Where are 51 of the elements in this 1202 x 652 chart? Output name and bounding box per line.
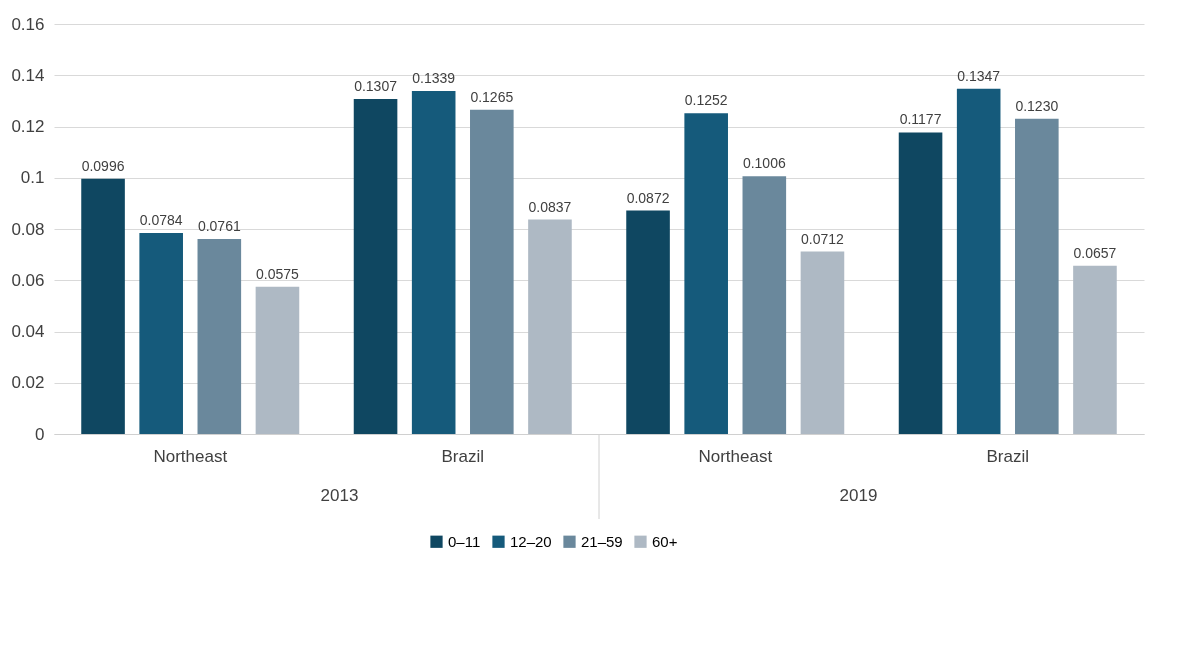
legend-label: 60+ xyxy=(652,532,678,550)
text: 2013 xyxy=(320,486,359,505)
bar xyxy=(139,233,183,434)
x-tick-label: Brazil xyxy=(986,446,1030,466)
x-tick-label: Northeast xyxy=(698,446,773,466)
y-tick-label: 0.14 xyxy=(11,65,45,85)
bar xyxy=(742,176,787,434)
data-label: 0.0761 xyxy=(197,217,241,234)
bar xyxy=(470,109,514,434)
y-tick-label: 0.1 xyxy=(20,168,45,188)
bar xyxy=(1015,118,1059,434)
bar xyxy=(81,178,125,434)
data-label: 0.0872 xyxy=(626,189,670,206)
y-tick-label: 0.06 xyxy=(11,270,45,290)
bar xyxy=(684,113,728,434)
y-tick-label: 0.08 xyxy=(11,219,45,239)
data-label: 0.0996 xyxy=(81,157,125,174)
data-label: 0.0784 xyxy=(139,212,183,229)
data-label: 0.1265 xyxy=(470,88,514,105)
bar xyxy=(1073,265,1117,434)
data-label: 0.1347 xyxy=(957,67,1001,84)
data-label: 0.1307 xyxy=(354,78,398,95)
data-label: 0.1230 xyxy=(1015,97,1059,114)
bar xyxy=(255,286,300,434)
bar xyxy=(411,90,456,434)
legend-label: 0–11 xyxy=(448,532,481,550)
data-label: 0.0657 xyxy=(1073,244,1117,261)
x-tick-label: Northeast xyxy=(153,446,228,466)
bar xyxy=(528,219,572,434)
bar xyxy=(956,88,1001,434)
legend-label: 21–59 xyxy=(581,532,623,550)
y-tick-label: 0 xyxy=(35,424,45,444)
bar xyxy=(626,210,670,434)
legend-label: 12–20 xyxy=(510,532,552,550)
x-tick-label: Brazil xyxy=(441,446,485,466)
data-label: 0.1006 xyxy=(742,155,786,172)
bar xyxy=(898,132,943,434)
data-label: 0.0837 xyxy=(528,198,572,215)
data-label: 0.1252 xyxy=(684,92,728,109)
data-label: 0.1177 xyxy=(899,111,942,128)
y-tick-label: 0.12 xyxy=(11,117,45,136)
bar xyxy=(197,238,242,434)
y-tick-label: 0.04 xyxy=(11,322,45,341)
y-tick-label: 0.16 xyxy=(11,14,45,34)
y-tick-label: 0.02 xyxy=(11,373,45,393)
data-label: 0.0575 xyxy=(256,265,300,282)
data-label: 0.0712 xyxy=(801,230,845,247)
bar xyxy=(800,251,845,434)
text: 2019 xyxy=(839,486,878,505)
bar xyxy=(353,99,398,434)
data-label: 0.1339 xyxy=(412,69,456,86)
